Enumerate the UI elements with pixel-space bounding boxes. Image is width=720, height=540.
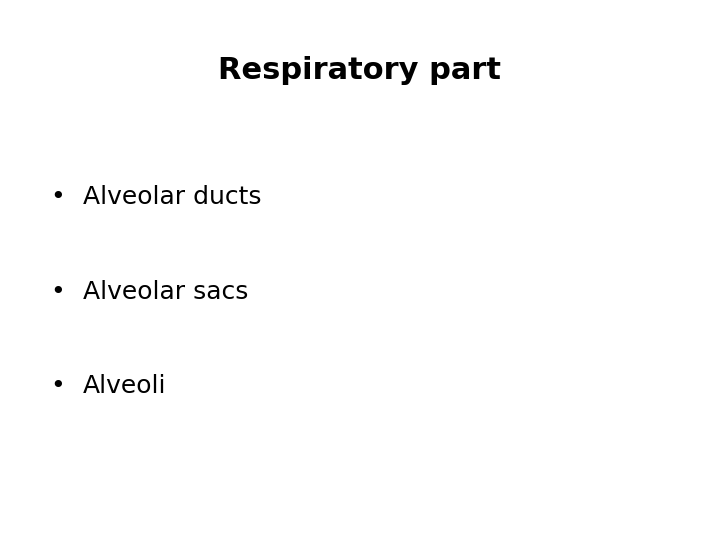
Text: Alveolar sacs: Alveolar sacs xyxy=(83,280,248,303)
Text: Alveolar ducts: Alveolar ducts xyxy=(83,185,261,209)
Text: Alveoli: Alveoli xyxy=(83,374,166,398)
Text: •: • xyxy=(50,374,65,398)
Text: •: • xyxy=(50,280,65,303)
Text: Respiratory part: Respiratory part xyxy=(218,56,502,85)
Text: •: • xyxy=(50,185,65,209)
